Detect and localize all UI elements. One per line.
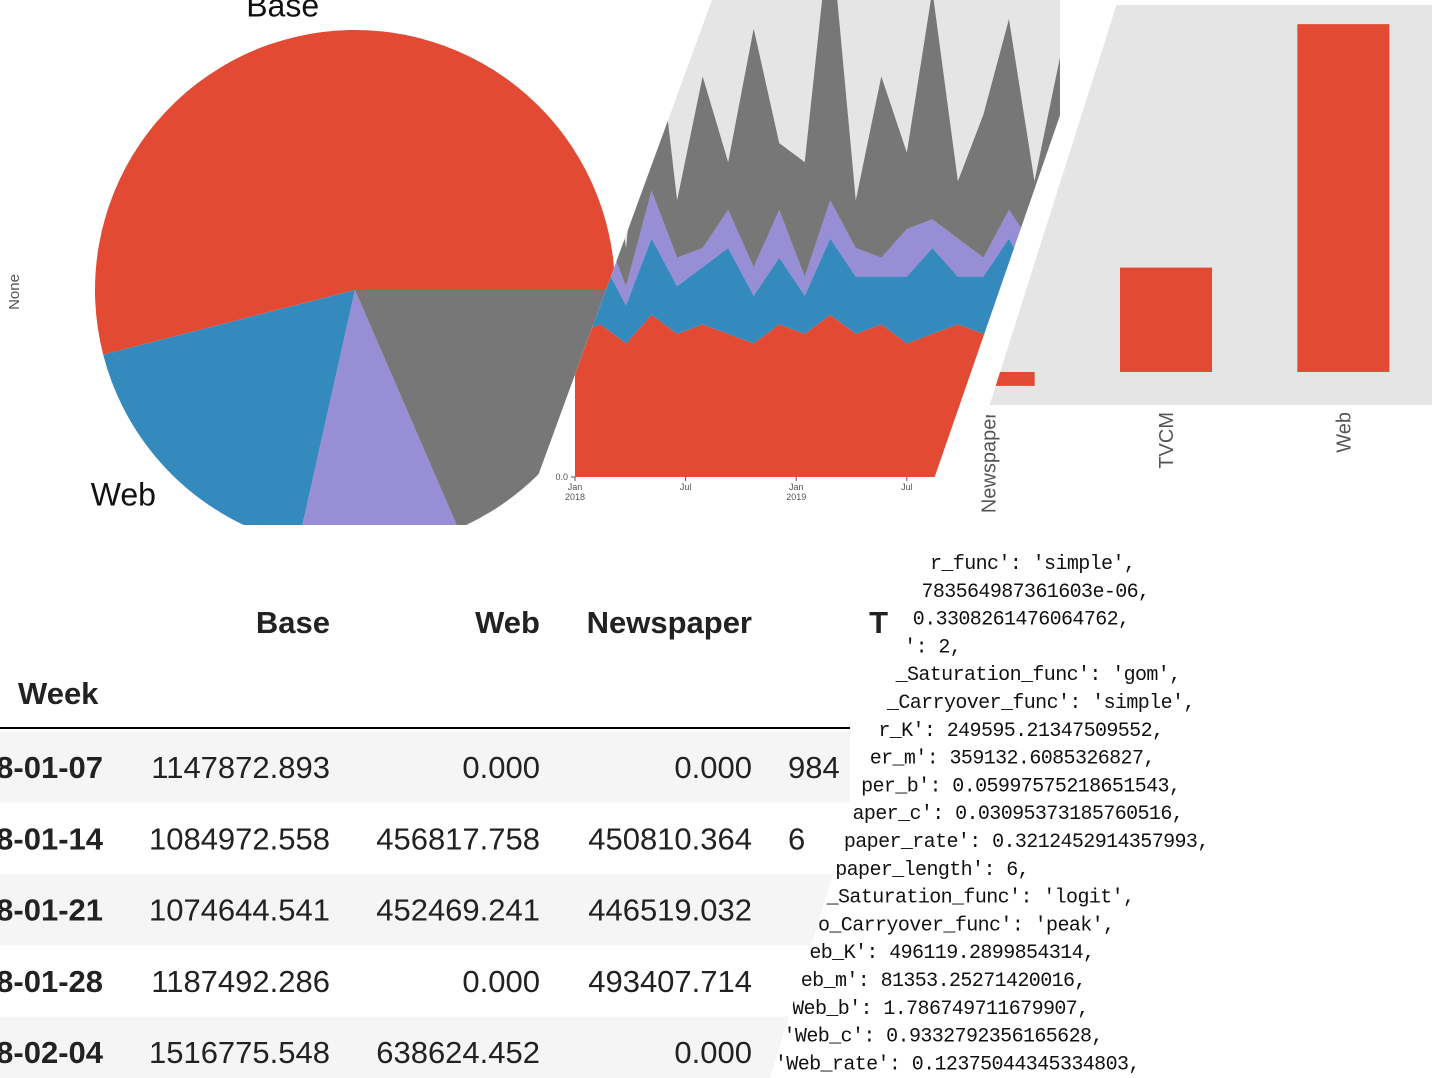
area-series xyxy=(575,314,1060,477)
x-tick-label: Jan xyxy=(568,482,583,492)
code-line: o_Carryover_func': 'peak', xyxy=(818,914,1114,937)
code-line: eb_K': 496119.2899854314, xyxy=(809,942,1094,965)
code-background xyxy=(770,545,1437,1078)
pie-slice xyxy=(298,290,459,525)
table-cell: 0.000 xyxy=(462,964,540,999)
index-name: Week xyxy=(18,676,99,711)
code-line: 0.3308261476064762, xyxy=(913,609,1130,632)
row-stripe xyxy=(0,731,850,803)
x-tick-label: TVCM xyxy=(1156,412,1178,469)
column-header: T xyxy=(869,605,888,640)
code-output: r_func': 'simple', 783564987361603e-06, 0.… xyxy=(775,553,1209,1076)
row-stripe xyxy=(0,874,850,945)
x-tick-label: 2018 xyxy=(565,492,585,502)
pie-slice xyxy=(103,290,355,525)
code-line: _Carryover_func': 'simple', xyxy=(886,692,1195,715)
row-index: 2018-01-07 xyxy=(0,750,103,785)
row-stripe xyxy=(0,1016,850,1078)
bar xyxy=(1297,24,1390,372)
table-cell: 0.000 xyxy=(462,750,540,785)
table-cell: 6 xyxy=(788,821,805,856)
table-cell: 1187492.286 xyxy=(151,964,330,999)
area-series xyxy=(575,190,1060,306)
table-cell: 446519.032 xyxy=(588,893,752,928)
code-line: 'Web_rate': 0.12375044345334803, xyxy=(775,1053,1140,1076)
code-line: aper_c': 0.03095373185760516, xyxy=(852,803,1183,826)
pie-label: Base xyxy=(246,0,319,23)
column-header: Newspaper xyxy=(587,605,752,640)
code-line: Web_b': 1.786749711679907, xyxy=(792,998,1088,1021)
area-series xyxy=(575,0,1060,287)
table-cell: 638624.452 xyxy=(376,1035,540,1070)
y-tick-label: 0.0 xyxy=(555,472,568,482)
x-tick-label: Newspaper xyxy=(979,412,1001,514)
code-line: eb_m': 81353.25271420016, xyxy=(801,970,1086,993)
code-line: per_b': 0.05997575218651543, xyxy=(861,775,1180,798)
x-tick-label: Jul xyxy=(680,482,692,492)
code-line: _Saturation_func': 'gom', xyxy=(895,664,1181,687)
code-line: 783564987361603e-06, xyxy=(921,581,1149,604)
column-header: Web xyxy=(475,605,540,640)
table-cell: 984 xyxy=(788,750,840,785)
x-tick-label: 2019 xyxy=(786,492,806,502)
code-line: er_m': 359132.6085326827, xyxy=(870,748,1155,771)
table-cell: 0.000 xyxy=(674,750,752,785)
row-index: 2018-01-21 xyxy=(0,893,103,928)
code-line: paper_length': 6, xyxy=(835,859,1029,882)
x-tick-label: Web xyxy=(1333,412,1355,453)
pie-ylabel: None xyxy=(6,274,23,310)
code-line: ': 2, xyxy=(904,636,961,659)
code-line: r_func': 'simple', xyxy=(930,553,1135,576)
row-index: 2018-01-14 xyxy=(0,821,104,856)
pie-slice xyxy=(355,290,615,525)
table-cell: 1074644.541 xyxy=(149,893,330,928)
pie-panel: None Base Web xyxy=(6,0,616,525)
x-tick-label: Jan xyxy=(789,482,804,492)
code-line: paper_rate': 0.3212452914357993, xyxy=(844,831,1209,854)
table-cell: 450810.364 xyxy=(588,821,752,856)
pie-slice xyxy=(94,29,616,355)
bar xyxy=(1120,267,1212,372)
table-cell: 1516775.548 xyxy=(149,1035,330,1070)
x-tick-label: Jul xyxy=(901,482,913,492)
code-line: 'Web_c': 0.9332792356165628, xyxy=(784,1026,1103,1049)
code-line: r_K': 249595.21347509552, xyxy=(878,720,1163,743)
row-index: 2018-02-04 xyxy=(0,1035,104,1070)
area-series xyxy=(575,238,1060,344)
table-cell: 452469.241 xyxy=(376,893,540,928)
table-cell: 456817.758 xyxy=(376,821,540,856)
table-cell: 1147872.893 xyxy=(151,750,330,785)
pie-label: Web xyxy=(91,476,156,512)
table: Base Web Newspaper T Week 2018-01-07 1147872.8… xyxy=(0,605,888,1078)
table-cell: 1084972.558 xyxy=(149,821,330,856)
column-header: Base xyxy=(256,605,330,640)
table-cell: 493407.714 xyxy=(588,964,752,999)
row-index: 2018-01-28 xyxy=(0,964,103,999)
code-line: _Saturation_func': 'logit', xyxy=(826,887,1135,910)
table-cell: 0.000 xyxy=(674,1035,752,1070)
